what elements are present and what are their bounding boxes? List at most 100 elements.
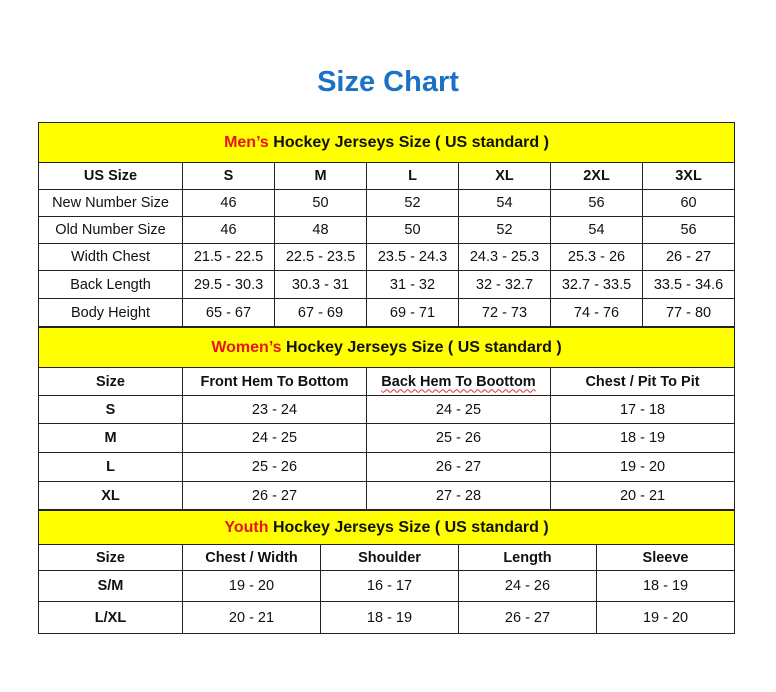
- table-cell: 26 - 27: [458, 601, 597, 634]
- column-header-label: S: [223, 168, 234, 184]
- column-header: Chest / Pit To Pit: [549, 367, 736, 396]
- men-section-header: Men’s Hockey Jerseys Size ( US standard …: [37, 122, 736, 163]
- table-cell: 18 - 19: [320, 601, 459, 634]
- table-cell: 16 - 17: [320, 570, 459, 602]
- table-cell: 54: [458, 189, 551, 217]
- column-header-label: US Size: [83, 168, 138, 184]
- table-cell: 24 - 25: [366, 395, 551, 424]
- row-label: Old Number Size: [38, 216, 183, 244]
- column-header-label: Sleeve: [642, 549, 689, 566]
- table-row: New Number Size 46 50 52 54 56 60: [38, 189, 736, 217]
- table-cell: 23.5 - 24.3: [366, 243, 459, 271]
- table-cell: 25.3 - 26: [550, 243, 643, 271]
- table-cell: 69 - 71: [366, 298, 459, 327]
- column-header-label: 3XL: [675, 168, 702, 184]
- table-row: M 24 - 25 25 - 26 18 - 19: [38, 423, 736, 453]
- women-header-text: Hockey Jerseys Size ( US standard ): [281, 338, 562, 356]
- column-header: Size: [38, 544, 183, 571]
- table-row: Width Chest 21.5 - 22.5 22.5 - 23.5 23.5 - …: [38, 243, 736, 271]
- men-table: Men’s Hockey Jerseys Size ( US standard …: [37, 122, 736, 327]
- table-cell: 25 - 26: [182, 452, 367, 482]
- row-label: Body Height: [38, 298, 183, 327]
- table-cell: 24 - 26: [458, 570, 597, 602]
- table-cell: 23 - 24: [182, 395, 367, 424]
- table-cell: 26 - 27: [641, 243, 736, 271]
- table-cell: 56: [641, 216, 736, 244]
- row-label: New Number Size: [38, 189, 183, 217]
- table-cell: 27 - 28: [366, 481, 551, 510]
- table-cell: 29.5 - 30.3: [182, 270, 275, 299]
- table-cell: 18 - 19: [549, 423, 736, 453]
- row-label: Width Chest: [38, 243, 183, 271]
- men-header-text: Hockey Jerseys Size ( US standard ): [268, 133, 549, 151]
- table-cell: 19 - 20: [595, 601, 736, 634]
- column-header-label: Chest / Width: [205, 549, 298, 566]
- column-header-label: M: [314, 168, 327, 184]
- table-row: XL 26 - 27 27 - 28 20 - 21: [38, 481, 736, 510]
- row-label: L: [38, 452, 183, 482]
- table-cell: 77 - 80: [641, 298, 736, 327]
- women-table: Women’s Hockey Jerseys Size ( US standar…: [37, 327, 736, 510]
- table-row: Body Height 65 - 67 67 - 69 69 - 71 72 - 73 7…: [38, 298, 736, 327]
- table-cell: 24 - 25: [182, 423, 367, 453]
- column-header: Sleeve: [595, 544, 736, 571]
- column-header: 2XL: [550, 162, 643, 190]
- table-row: S 23 - 24 24 - 25 17 - 18: [38, 395, 736, 424]
- table-cell: 32 - 32.7: [458, 270, 551, 299]
- column-header: 3XL: [641, 162, 736, 190]
- size-table: Men’s Hockey Jerseys Size ( US standard …: [37, 122, 736, 634]
- row-label: M: [38, 423, 183, 453]
- table-cell: 60: [641, 189, 736, 217]
- column-header: Size: [38, 367, 183, 396]
- column-header-label: XL: [495, 168, 514, 184]
- table-row: Old Number Size 46 48 50 52 54 56: [38, 216, 736, 244]
- men-prefix: Men’s: [224, 133, 269, 151]
- column-header: Length: [458, 544, 597, 571]
- women-section-header: Women’s Hockey Jerseys Size ( US standar…: [37, 327, 736, 368]
- column-header-label: L: [408, 168, 417, 184]
- table-cell: 26 - 27: [182, 481, 367, 510]
- row-label: S: [38, 395, 183, 424]
- table-cell: 52: [366, 189, 459, 217]
- table-cell: 32.7 - 33.5: [550, 270, 643, 299]
- table-cell: 22.5 - 23.5: [274, 243, 367, 271]
- column-header-label: Length: [503, 549, 552, 566]
- table-cell: 65 - 67: [182, 298, 275, 327]
- column-header: Shoulder: [320, 544, 459, 571]
- table-row: S/M 19 - 20 16 - 17 24 - 26 18 - 19: [38, 570, 736, 602]
- column-header: XL: [458, 162, 551, 190]
- table-cell: 19 - 20: [549, 452, 736, 482]
- row-label: Back Length: [38, 270, 183, 299]
- column-header: Back Hem To Boottom: [366, 367, 551, 396]
- youth-header-text: Hockey Jerseys Size ( US standard ): [268, 518, 549, 536]
- column-header-label: Size: [95, 549, 125, 566]
- column-header: S: [182, 162, 275, 190]
- table-cell: 54: [550, 216, 643, 244]
- column-header-label: 2XL: [583, 168, 610, 184]
- table-cell: 74 - 76: [550, 298, 643, 327]
- table-cell: 48: [274, 216, 367, 244]
- table-cell: 50: [366, 216, 459, 244]
- column-header-label: Size: [95, 373, 125, 390]
- row-label: L/XL: [38, 601, 183, 634]
- table-cell: 30.3 - 31: [274, 270, 367, 299]
- column-header-label: Shoulder: [358, 549, 421, 566]
- table-row: Back Length 29.5 - 30.3 30.3 - 31 31 - 32 32…: [38, 270, 736, 299]
- table-cell: 26 - 27: [366, 452, 551, 482]
- youth-section-header: Youth Hockey Jerseys Size ( US standard …: [37, 510, 736, 545]
- table-cell: 20 - 21: [182, 601, 321, 634]
- column-header: Front Hem To Bottom: [182, 367, 367, 396]
- table-cell: 24.3 - 25.3: [458, 243, 551, 271]
- table-cell: 50: [274, 189, 367, 217]
- table-row: L 25 - 26 26 - 27 19 - 20: [38, 452, 736, 482]
- table-cell: 56: [550, 189, 643, 217]
- table-cell: 46: [182, 189, 275, 217]
- table-cell: 21.5 - 22.5: [182, 243, 275, 271]
- row-label: XL: [38, 481, 183, 510]
- column-header: Chest / Width: [182, 544, 321, 571]
- row-label: S/M: [38, 570, 183, 602]
- column-header: US Size: [38, 162, 183, 190]
- table-cell: 18 - 19: [595, 570, 736, 602]
- table-cell: 33.5 - 34.6: [641, 270, 736, 299]
- table-cell: 31 - 32: [366, 270, 459, 299]
